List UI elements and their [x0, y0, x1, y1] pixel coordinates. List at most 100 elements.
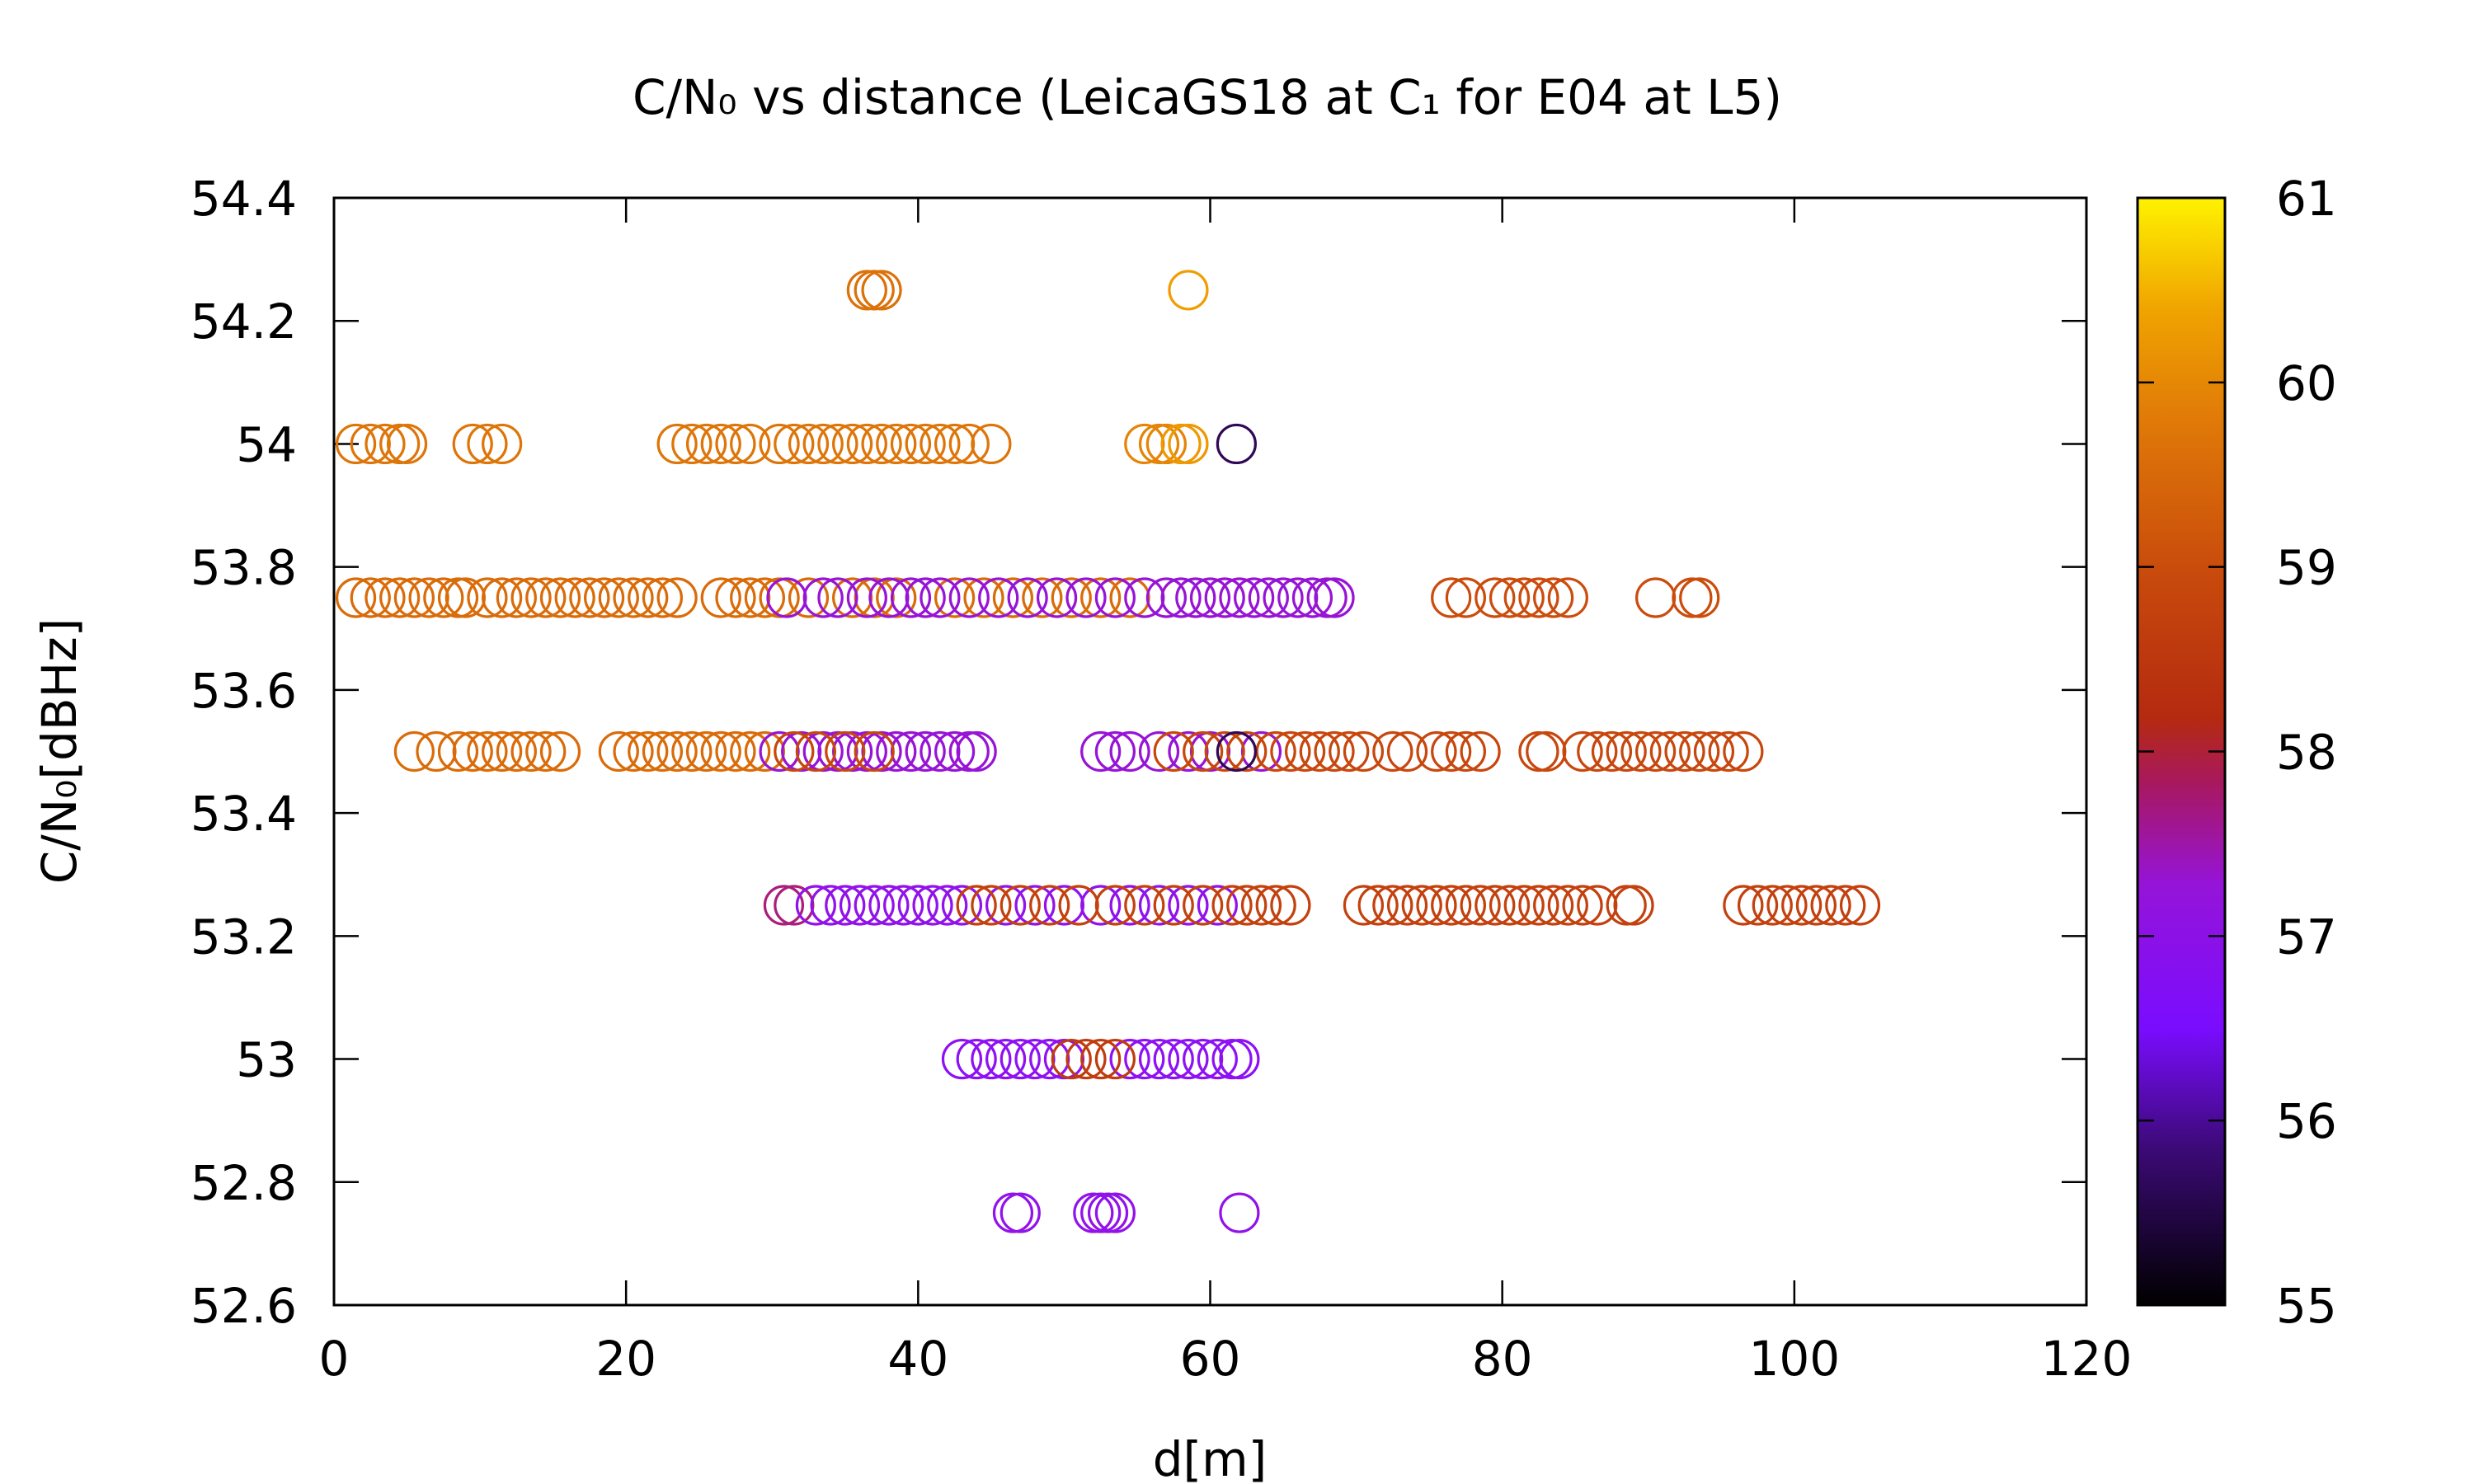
data-point: [1219, 1038, 1260, 1080]
data-point: [744, 730, 785, 773]
data-point: [795, 730, 836, 773]
data-point: [971, 885, 1012, 926]
data-point: [1145, 423, 1187, 465]
data-point: [759, 730, 800, 773]
data-point: [1431, 730, 1472, 773]
data-point: [671, 730, 713, 773]
data-point: [1197, 1038, 1238, 1080]
data-point: [846, 577, 887, 618]
data-point: [730, 577, 771, 618]
data-point: [452, 730, 493, 773]
data-point: [846, 730, 887, 773]
data-point: [1460, 730, 1501, 773]
data-point: [1007, 577, 1048, 618]
data-point: [1255, 730, 1296, 773]
data-point: [1562, 730, 1603, 773]
data-point: [1839, 885, 1881, 926]
data-point: [1679, 577, 1720, 618]
data-point: [759, 577, 800, 618]
data-point: [715, 577, 756, 618]
data-point: [839, 885, 881, 926]
data-point: [934, 423, 976, 465]
data-point: [999, 885, 1041, 926]
data-point: [1058, 885, 1099, 926]
data-point: [1416, 730, 1457, 773]
data-point: [817, 730, 858, 773]
data-point: [846, 270, 887, 311]
colorbar-ticks: 55 56 57 58 59 60 61: [2138, 171, 2337, 1334]
y-tick-label: 53.6: [190, 663, 297, 719]
data-point: [1094, 730, 1136, 773]
data-point: [1277, 577, 1319, 618]
data-point: [1533, 577, 1574, 618]
x-axis-ticks: 0 20 40 60 80 100 120: [319, 198, 2132, 1387]
data-point: [598, 577, 639, 618]
data-point: [715, 730, 756, 773]
data-point: [802, 577, 844, 618]
data-point: [971, 423, 1012, 465]
data-point: [1124, 577, 1165, 618]
data-point: [1087, 1192, 1129, 1233]
data-point: [1124, 423, 1165, 465]
data-point: [774, 885, 815, 926]
data-point: [861, 270, 902, 311]
data-point: [920, 577, 961, 618]
y-tick-label: 53.2: [190, 909, 297, 965]
y-tick-label: 54.4: [190, 171, 297, 227]
data-point: [1613, 885, 1654, 926]
data-point: [1029, 885, 1070, 926]
data-point: [1825, 885, 1866, 926]
data-point: [482, 730, 523, 773]
data-point: [1518, 730, 1559, 773]
data-point: [854, 730, 895, 773]
data-point: [437, 730, 479, 773]
data-point: [1043, 1038, 1085, 1080]
data-point: [1160, 423, 1202, 465]
data-point: [1065, 1038, 1107, 1080]
data-point: [444, 577, 486, 618]
data-point: [1386, 885, 1428, 926]
data-point: [897, 885, 938, 926]
data-point: [802, 423, 844, 465]
data-point: [1285, 730, 1326, 773]
data-point: [1526, 730, 1567, 773]
data-point: [539, 730, 581, 773]
data-point: [810, 885, 851, 926]
data-point: [832, 423, 873, 465]
data-point: [1240, 730, 1282, 773]
data-point: [437, 577, 479, 618]
data-point: [1073, 1192, 1114, 1233]
data-point: [628, 577, 669, 618]
y-tick-label: 54.2: [190, 294, 297, 350]
x-axis-label: d[m]: [1153, 1431, 1268, 1484]
colorbar-tick-label: 59: [2276, 540, 2337, 596]
data-point: [1781, 885, 1823, 926]
data-point: [1240, 885, 1282, 926]
x-tick-label: 0: [319, 1331, 350, 1387]
data-point: [774, 730, 815, 773]
data-point: [948, 423, 990, 465]
data-point: [890, 730, 932, 773]
data-point: [883, 885, 924, 926]
data-point: [1270, 885, 1311, 926]
data-point: [416, 730, 457, 773]
data-point: [876, 423, 917, 465]
data-point: [1094, 1038, 1136, 1080]
data-point: [1562, 885, 1603, 926]
data-point: [496, 730, 537, 773]
data-point: [467, 577, 508, 618]
data-point: [774, 423, 815, 465]
data-point: [802, 730, 844, 773]
data-point: [1372, 885, 1413, 926]
data-point: [1153, 1038, 1194, 1080]
data-point: [510, 730, 552, 773]
data-point: [763, 885, 805, 926]
data-point: [730, 423, 771, 465]
data-point: [1160, 577, 1202, 618]
data-point: [685, 730, 727, 773]
data-point: [642, 730, 684, 773]
data-point: [1168, 270, 1209, 311]
data-point: [1109, 885, 1150, 926]
data-point: [1168, 730, 1209, 773]
data-point: [1216, 730, 1257, 773]
